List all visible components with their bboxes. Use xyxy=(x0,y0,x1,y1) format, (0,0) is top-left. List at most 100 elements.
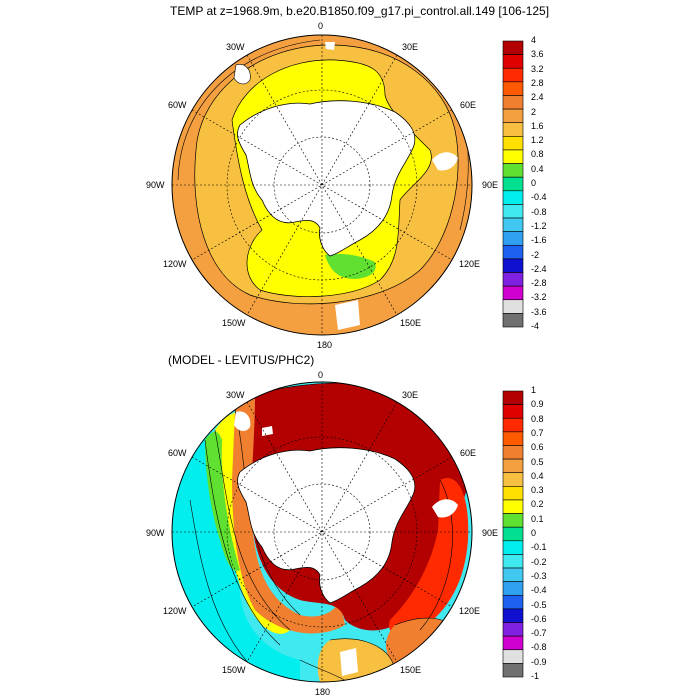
top-colorbar-swatch xyxy=(502,108,524,124)
bottom-colorbar-tick-label: -0.6 xyxy=(531,613,547,624)
top-colorbar-tick-label: 2.4 xyxy=(531,92,544,103)
top-colorbar-swatch xyxy=(502,190,524,205)
bottom-colorbar-swatch xyxy=(502,404,524,419)
bottom-colorbar-swatch xyxy=(502,526,524,542)
bottom-lon-label-180: 180 xyxy=(315,687,331,697)
bottom-colorbar-tick-label: 0.6 xyxy=(531,442,544,453)
bottom-lon-label-150w: 150W xyxy=(222,665,246,675)
bottom-graticule xyxy=(172,382,472,682)
top-colorbar-tick-label: 3.6 xyxy=(531,49,544,60)
bottom-colorbar-tick-label: -1 xyxy=(531,671,540,681)
top-colorbar-swatch xyxy=(502,122,524,137)
top-polar-map xyxy=(171,34,473,336)
top-colorbar-tick-label: 0 xyxy=(531,178,537,188)
bottom-colorbar-tick-label: 0 xyxy=(531,528,537,538)
top-colorbar-tick-label: -4 xyxy=(531,321,540,331)
bottom-colorbar-swatch xyxy=(502,472,524,487)
bottom-lon-label-90w: 90W xyxy=(146,528,165,538)
bottom-lon-label-60w: 60W xyxy=(168,448,187,458)
top-colorbar-swatch xyxy=(502,244,524,260)
bottom-colorbar-swatch xyxy=(502,554,524,569)
top-colorbar-swatch xyxy=(502,81,524,96)
top-colorbar-swatch xyxy=(502,95,524,110)
bottom-colorbar-swatch xyxy=(502,445,524,460)
top-colorbar-tick-label: -3.2 xyxy=(531,292,547,303)
top-colorbar-tick-label: 1.6 xyxy=(531,120,544,131)
bottom-colorbar-tick-label: 0.3 xyxy=(531,485,544,496)
bottom-colorbar-tick-label: -0.9 xyxy=(531,656,547,667)
bottom-colorbar-tick-label: -0.4 xyxy=(531,585,547,596)
bottom-colorbar-tick-label: -0.1 xyxy=(531,542,547,553)
top-lon-label-180: 180 xyxy=(317,340,333,350)
top-colorbar-tick-label: -1.2 xyxy=(531,220,547,231)
top-kerguelen-patch xyxy=(432,152,458,171)
top-island-patch xyxy=(325,42,335,50)
bottom-colorbar-swatch xyxy=(502,581,524,596)
bottom-colorbar-swatch xyxy=(502,663,524,678)
bottom-colorbar-swatch xyxy=(502,608,524,623)
bottom-colorbar-tick-label: -0.7 xyxy=(531,628,547,639)
top-colorbar-swatch xyxy=(502,67,524,83)
top-colorbar-tick-label: -3.6 xyxy=(531,306,547,317)
top-ross-ice-patch xyxy=(335,300,360,330)
bottom-ocean-orange-band xyxy=(232,394,345,634)
bottom-ross-ice-patch xyxy=(340,648,358,676)
top-colorbar-swatch xyxy=(502,176,524,192)
top-colorbar-swatch xyxy=(502,299,524,314)
bottom-lon-label-30w: 30W xyxy=(226,390,245,400)
top-colorbar-swatch xyxy=(502,313,524,328)
bottom-colorbar-tick-label: 0.9 xyxy=(531,399,544,410)
bottom-map-frame xyxy=(171,381,473,683)
bottom-colorbar-swatch xyxy=(502,594,524,610)
bottom-colorbar-swatch xyxy=(502,622,524,637)
bottom-colorbar-swatch xyxy=(502,417,524,433)
top-colorbar-tick-label: -2.4 xyxy=(531,263,547,274)
top-lon-label-30e: 30E xyxy=(402,42,419,52)
bottom-colorbar-tick-label: 0.2 xyxy=(531,499,544,510)
bottom-colorbar-swatch xyxy=(502,635,524,651)
bottom-ocean-red-east xyxy=(389,478,469,636)
top-lon-label-0: 0 xyxy=(318,21,324,31)
top-colorbar-tick-label: -2 xyxy=(531,249,540,260)
top-colorbar-tick-label: 0.4 xyxy=(531,163,544,174)
top-colorbar xyxy=(502,40,524,328)
top-colorbar-tick-label: -0.4 xyxy=(531,192,547,203)
top-lon-label-150e: 150E xyxy=(400,318,422,328)
top-colorbar-swatch xyxy=(502,217,524,232)
bottom-colorbar-swatch xyxy=(502,499,524,514)
top-lon-label-90e: 90E xyxy=(482,180,499,190)
top-colorbar-swatch xyxy=(502,204,524,219)
bottom-colorbar-tick-label: -0.2 xyxy=(531,556,547,567)
bottom-colorbar-tick-label: 0.4 xyxy=(531,470,544,481)
top-colorbar-swatch xyxy=(502,231,524,246)
top-south-america-tip xyxy=(233,64,251,85)
top-map-frame xyxy=(171,34,473,336)
top-colorbar-tick-label: 4 xyxy=(531,35,537,45)
bottom-colorbar-swatch xyxy=(502,540,524,555)
top-colorbar-swatch xyxy=(502,136,524,151)
top-lon-label-120w: 120W xyxy=(163,259,187,269)
bottom-ocean-green-west xyxy=(205,431,240,571)
bottom-colorbar-tick-label: 0.7 xyxy=(531,427,544,438)
bottom-colorbar-swatch xyxy=(502,567,524,582)
bottom-lon-label-150e: 150E xyxy=(400,665,422,675)
top-colorbar-tick-label: 2 xyxy=(531,106,537,117)
top-colorbar-tick-label: 0.8 xyxy=(531,149,544,160)
bottom-colorbar-swatch xyxy=(502,513,524,528)
top-colorbar-tick-label: -1.6 xyxy=(531,235,547,246)
bottom-kerguelen-patch xyxy=(432,499,458,518)
bottom-colorbar-swatch xyxy=(502,649,524,664)
top-colorbar-swatch xyxy=(502,285,524,301)
top-lon-label-90w: 90W xyxy=(146,180,165,190)
top-lon-label-30w: 30W xyxy=(226,42,245,52)
top-colorbar-swatch xyxy=(502,149,524,164)
bottom-ocean-orange-southeast xyxy=(385,618,455,669)
top-ocean-green-patch xyxy=(325,253,376,279)
top-colorbar-tick-label: 3.2 xyxy=(531,63,544,74)
bottom-colorbar-tick-label: 0.1 xyxy=(531,513,544,524)
top-lon-label-60e: 60E xyxy=(460,100,477,110)
top-colorbar-tick-label: -0.8 xyxy=(531,206,547,217)
top-colorbar-tick-label: 1.2 xyxy=(531,135,544,146)
top-colorbar-tick-label: -2.8 xyxy=(531,278,547,289)
